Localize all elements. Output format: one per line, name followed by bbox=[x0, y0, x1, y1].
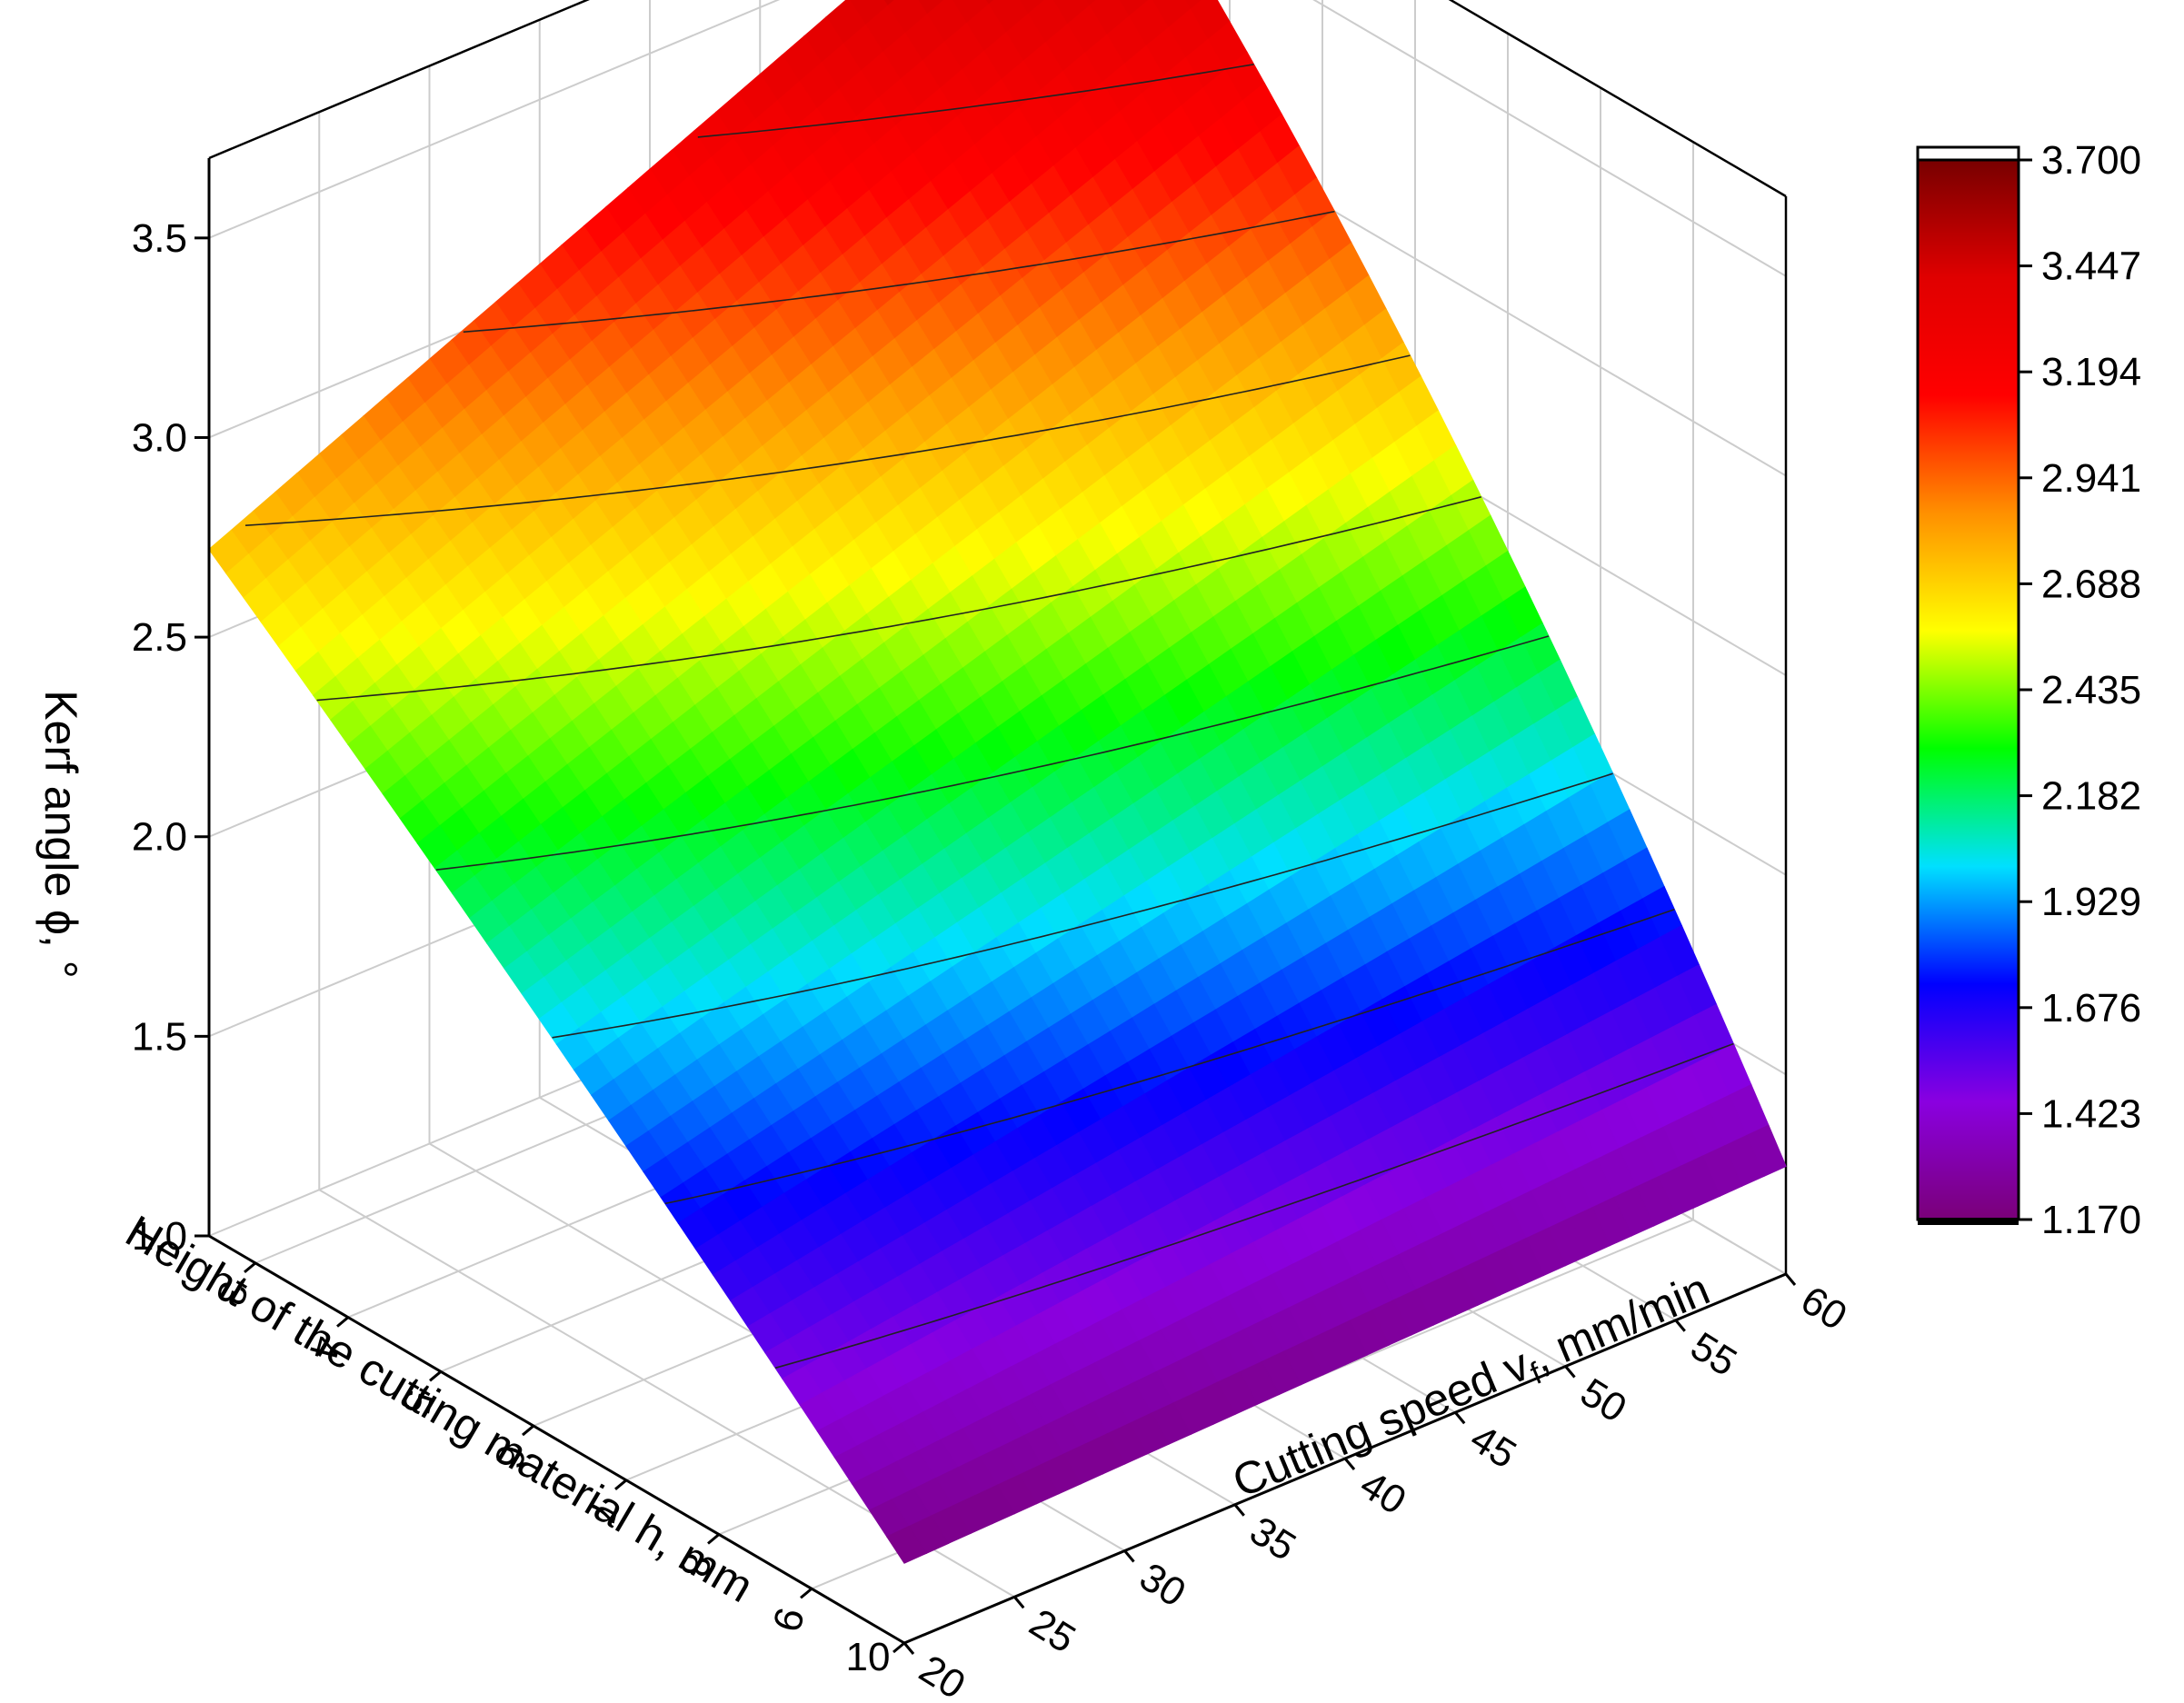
x-tick bbox=[336, 1316, 349, 1328]
y-tick-label: 60 bbox=[1793, 1278, 1854, 1339]
x-tick bbox=[893, 1641, 905, 1654]
y-tick bbox=[1454, 1411, 1466, 1425]
y-tick-label: 55 bbox=[1683, 1324, 1744, 1385]
contour-line bbox=[244, 354, 1411, 526]
x-tick bbox=[614, 1479, 627, 1490]
x-tick bbox=[707, 1533, 720, 1545]
z-tick-label: 2.0 bbox=[132, 815, 187, 860]
y-tick bbox=[903, 1642, 915, 1655]
colorbar-label: 2.182 bbox=[2041, 774, 2141, 819]
colorbar-label: 3.194 bbox=[2041, 350, 2141, 394]
y-tick bbox=[1123, 1549, 1135, 1563]
contour-line bbox=[463, 210, 1335, 334]
box-edge bbox=[208, 0, 590, 160]
z-axis-title: Kerf angle ϕ, ° bbox=[35, 690, 86, 979]
colorbar-labels: 3.700 3.447 3.194 2.941 2.688 2.435 2.182 1.929… bbox=[2019, 138, 2141, 1242]
contour-line bbox=[435, 635, 1550, 871]
contour-line bbox=[664, 908, 1675, 1205]
x-tick bbox=[429, 1370, 442, 1382]
colorbar-label: 2.941 bbox=[2041, 456, 2141, 501]
colorbar-gradient bbox=[1916, 158, 2020, 1221]
surface-cell bbox=[1084, 0, 1098, 7]
box-edge bbox=[1448, 0, 1787, 198]
colorbar-label: 3.700 bbox=[2041, 138, 2141, 183]
contour-lines bbox=[244, 64, 1734, 1369]
x-axis-line bbox=[208, 1234, 905, 1645]
y-tick bbox=[1784, 1273, 1797, 1286]
y-tick-label: 30 bbox=[1132, 1554, 1192, 1615]
z-tick-label: 3.0 bbox=[132, 415, 187, 460]
y-tick bbox=[1233, 1503, 1245, 1517]
y-tick-label: 20 bbox=[912, 1647, 972, 1703]
y-tick bbox=[1564, 1365, 1576, 1379]
x-axis-title: Height of the cutting material h, mm bbox=[117, 1205, 762, 1612]
colorbar-label: 1.423 bbox=[2041, 1091, 2141, 1136]
surface-cell bbox=[886, 1525, 928, 1564]
x-tick-label: 10 bbox=[846, 1635, 891, 1679]
y-tick-label: 35 bbox=[1242, 1509, 1303, 1569]
colorbar-bottom-cap bbox=[1918, 1218, 2019, 1225]
y-tick-label: 45 bbox=[1462, 1416, 1523, 1477]
y-tick bbox=[1013, 1596, 1025, 1609]
x-tick bbox=[800, 1588, 813, 1599]
y-tick-label: 50 bbox=[1572, 1369, 1633, 1430]
z-tick-label: 1.0 bbox=[132, 1214, 187, 1259]
grid-line bbox=[1312, 0, 1787, 277]
colorbar-label: 1.170 bbox=[2041, 1198, 2141, 1242]
colorbar: 3.700 3.447 3.194 2.941 2.688 2.435 2.182 1.929… bbox=[1916, 138, 2141, 1242]
y-tick bbox=[1674, 1319, 1686, 1332]
z-tick-label: 1.5 bbox=[132, 1014, 187, 1059]
y-tick-label: 40 bbox=[1352, 1462, 1413, 1523]
colorbar-label: 1.929 bbox=[2041, 880, 2141, 924]
colorbar-label: 2.688 bbox=[2041, 562, 2141, 606]
y-tick bbox=[1343, 1458, 1356, 1470]
z-tick-label: 3.5 bbox=[132, 216, 187, 261]
surface-cell bbox=[883, 0, 896, 7]
contour-line bbox=[774, 1042, 1734, 1369]
colorbar-label: 2.435 bbox=[2041, 668, 2141, 712]
contour-line bbox=[316, 496, 1481, 702]
contour-line bbox=[552, 772, 1613, 1039]
y-tick-label: 25 bbox=[1022, 1600, 1082, 1661]
colorbar-label: 3.447 bbox=[2041, 244, 2141, 289]
colorbar-label: 1.676 bbox=[2041, 986, 2141, 1031]
x-tick bbox=[244, 1261, 256, 1274]
contour-line bbox=[697, 64, 1254, 138]
z-tick-label: 2.5 bbox=[132, 615, 187, 660]
x-tick-label: 9 bbox=[763, 1603, 813, 1636]
x-tick bbox=[522, 1424, 534, 1437]
